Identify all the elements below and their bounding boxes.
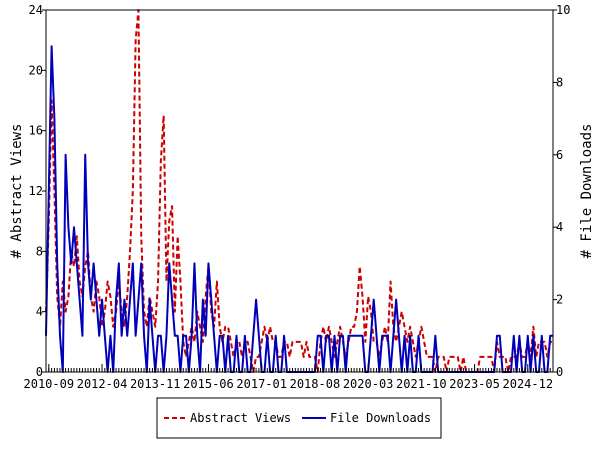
y2-tick-label: 0 (556, 365, 563, 379)
plot-area (45, 9, 554, 373)
y2-tick-label: 6 (556, 148, 563, 162)
y2-tick-label: 8 (556, 75, 563, 89)
legend-label-file-downloads: File Downloads (330, 411, 431, 425)
x-tick-label: 2017-01 (236, 377, 287, 391)
y2-tick-label: 4 (556, 220, 563, 234)
y-axis-title: # Abstract Views (9, 124, 25, 259)
x-tick-label: 2018-08 (290, 377, 341, 391)
y2-tick-label: 10 (556, 3, 570, 17)
series-line-file-downloads (45, 45, 553, 373)
y-tick-label: 0 (36, 365, 43, 379)
legend: Abstract Views File Downloads (156, 397, 442, 439)
x-tick-label: 2015-06 (183, 377, 234, 391)
x-tick-label: 2024-12 (503, 377, 554, 391)
y2-axis-title: # File Downloads (579, 124, 595, 259)
y2-tick-label: 2 (556, 293, 563, 307)
x-tick-label: 2021-10 (396, 377, 447, 391)
y-tick-label: 24 (29, 3, 43, 17)
x-tick-label: 2020-03 (343, 377, 394, 391)
y-tick-label: 20 (29, 63, 43, 77)
y-tick-label: 16 (29, 124, 43, 138)
x-tick-label: 2013-11 (130, 377, 181, 391)
legend-label-abstract-views: Abstract Views (190, 411, 291, 425)
x-tick-label: 2012-04 (77, 377, 128, 391)
y-tick-label: 12 (29, 184, 43, 198)
y-tick-label: 4 (36, 305, 43, 319)
x-tick-label: 2023-05 (449, 377, 500, 391)
y-tick-label: 8 (36, 244, 43, 258)
axis-ticks: 2010-09 2012-04 2013-11 2015-06 2017-01 2018-… (24, 3, 571, 391)
legend-box (156, 397, 442, 439)
x-tick-label: 2010-09 (24, 377, 75, 391)
